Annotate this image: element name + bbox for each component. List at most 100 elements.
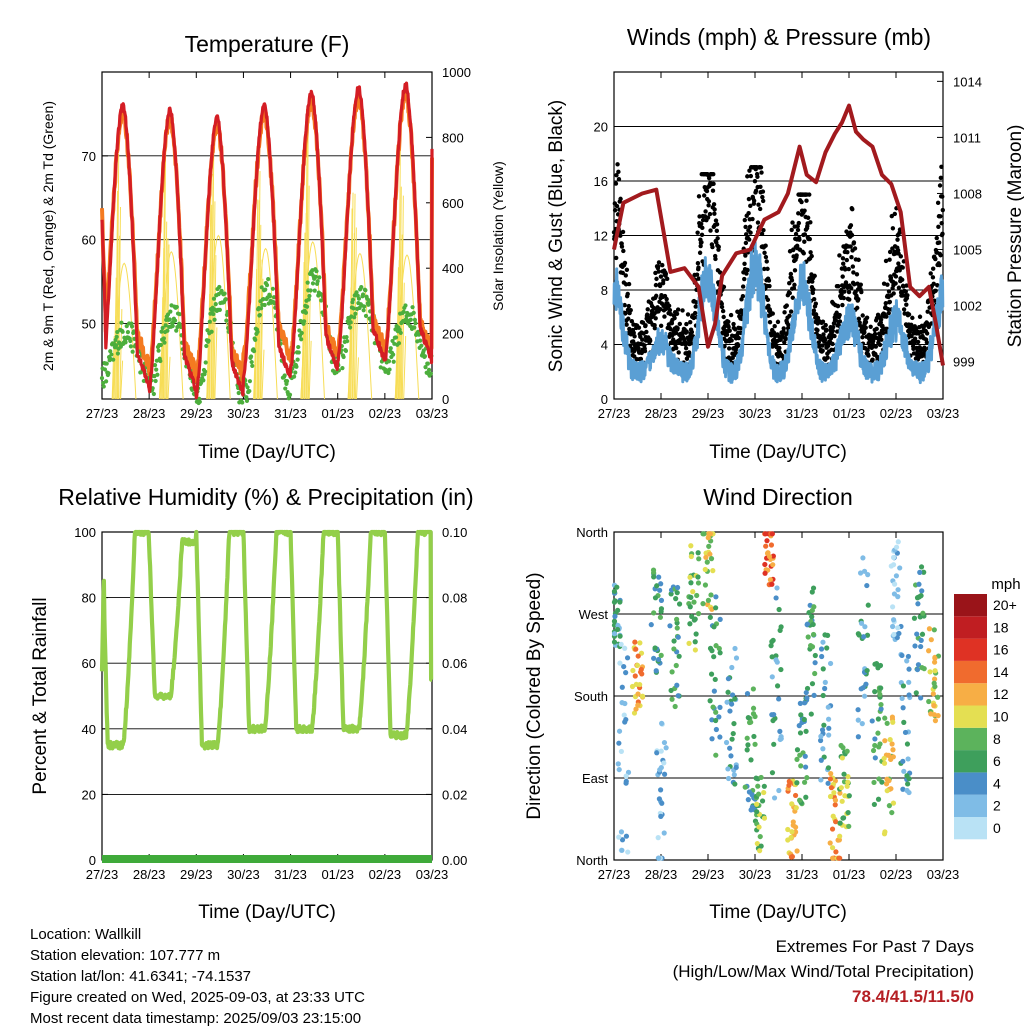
temperature-ytick-label: 60	[82, 233, 96, 248]
direction-point	[861, 634, 867, 640]
direction-point	[767, 577, 773, 583]
dewpoint-point	[165, 328, 170, 333]
gust-point	[742, 217, 747, 223]
gust-point	[886, 289, 892, 294]
direction-title: Wind Direction	[703, 484, 853, 510]
dewpoint-point	[403, 303, 408, 308]
gust-point	[652, 325, 658, 331]
gust-point	[892, 211, 897, 217]
direction-point	[711, 654, 717, 660]
direction-point	[768, 542, 775, 548]
gust-point	[837, 253, 842, 258]
gust-point	[669, 321, 675, 326]
gust-point	[727, 328, 732, 333]
winds-y2tick-label: 1002	[953, 299, 982, 314]
direction-point	[818, 757, 824, 763]
direction-point	[675, 693, 681, 699]
direction-point	[663, 745, 669, 751]
temperature-xtick-label: 29/23	[180, 406, 213, 421]
dewpoint-point	[296, 350, 301, 355]
direction-point	[842, 793, 848, 799]
direction-point	[729, 736, 735, 742]
created-text: Figure created on Wed, 2025-09-03, at 23…	[30, 989, 365, 1006]
gust-point	[674, 345, 679, 351]
direction-point	[825, 716, 832, 722]
direction-point	[774, 585, 780, 591]
direction-point	[889, 809, 895, 816]
direction-point	[696, 556, 702, 562]
direction-point	[634, 662, 641, 668]
gust-point	[721, 314, 726, 320]
gust-point	[684, 321, 689, 327]
direction-point	[811, 604, 817, 610]
dewpoint-point	[108, 349, 113, 354]
direction-point	[669, 669, 675, 675]
gust-point	[789, 227, 794, 233]
direction-point	[751, 733, 757, 740]
gust-point	[937, 240, 942, 245]
direction-point	[838, 785, 844, 791]
direction-point	[921, 569, 927, 575]
direction-point	[918, 643, 924, 650]
gust-point	[748, 173, 754, 179]
solar-line	[307, 290, 311, 400]
direction-point	[676, 653, 682, 659]
gust-point	[792, 282, 797, 288]
gust-point	[699, 240, 704, 245]
dewpoint-point	[247, 388, 252, 394]
gust-point	[936, 224, 941, 230]
gust-point	[747, 168, 752, 173]
direction-point	[639, 671, 645, 677]
gust-point	[937, 262, 942, 268]
dewpoint-point	[308, 288, 313, 293]
dewpoint-point	[363, 288, 368, 293]
direction-point	[893, 573, 900, 579]
direction-point	[900, 758, 906, 764]
gust-point	[802, 208, 807, 213]
humidity-y2tick-label: 0.08	[442, 591, 467, 606]
direction-xlabel: Time (Day/UTC)	[709, 902, 847, 923]
direction-point	[845, 809, 851, 816]
dewpoint-point	[426, 367, 432, 372]
dewpoint-point	[236, 390, 241, 396]
gust-point	[845, 249, 850, 255]
dewpoint-point	[306, 297, 311, 302]
direction-point	[837, 790, 843, 796]
direction-point	[818, 777, 824, 783]
direction-point	[827, 776, 834, 782]
gust-point	[856, 257, 861, 263]
solar-line	[305, 105, 309, 400]
gust-point	[614, 172, 619, 178]
direction-point	[841, 771, 847, 777]
direction-point	[729, 664, 735, 671]
gust-point	[846, 266, 851, 272]
direction-point	[710, 704, 716, 710]
gust-point	[783, 336, 789, 342]
gust-point	[684, 329, 689, 334]
direction-point	[890, 747, 896, 753]
dewpoint-point	[391, 352, 396, 357]
direction-point	[809, 589, 815, 595]
direction-point	[915, 662, 922, 668]
dewpoint-point	[106, 371, 111, 376]
gust-point	[759, 231, 765, 237]
direction-point	[758, 774, 764, 781]
winds-xtick-label: 30/23	[739, 406, 772, 421]
direction-point	[713, 709, 719, 715]
gust-point	[763, 243, 768, 248]
gust-point	[657, 283, 663, 289]
gust-point	[615, 162, 620, 167]
dewpoint-point	[203, 369, 208, 374]
direction-point	[932, 668, 938, 674]
direction-point	[651, 655, 657, 661]
gust-point	[638, 356, 644, 362]
gust-point	[924, 340, 930, 345]
gust-point	[666, 303, 672, 309]
direction-point	[901, 768, 907, 774]
direction-point	[797, 797, 803, 803]
gust-point	[790, 295, 795, 300]
direction-point	[692, 647, 698, 653]
gust-point	[939, 164, 944, 169]
gust-point	[755, 220, 761, 225]
elevation-text: Station elevation: 107.777 m	[30, 947, 221, 964]
